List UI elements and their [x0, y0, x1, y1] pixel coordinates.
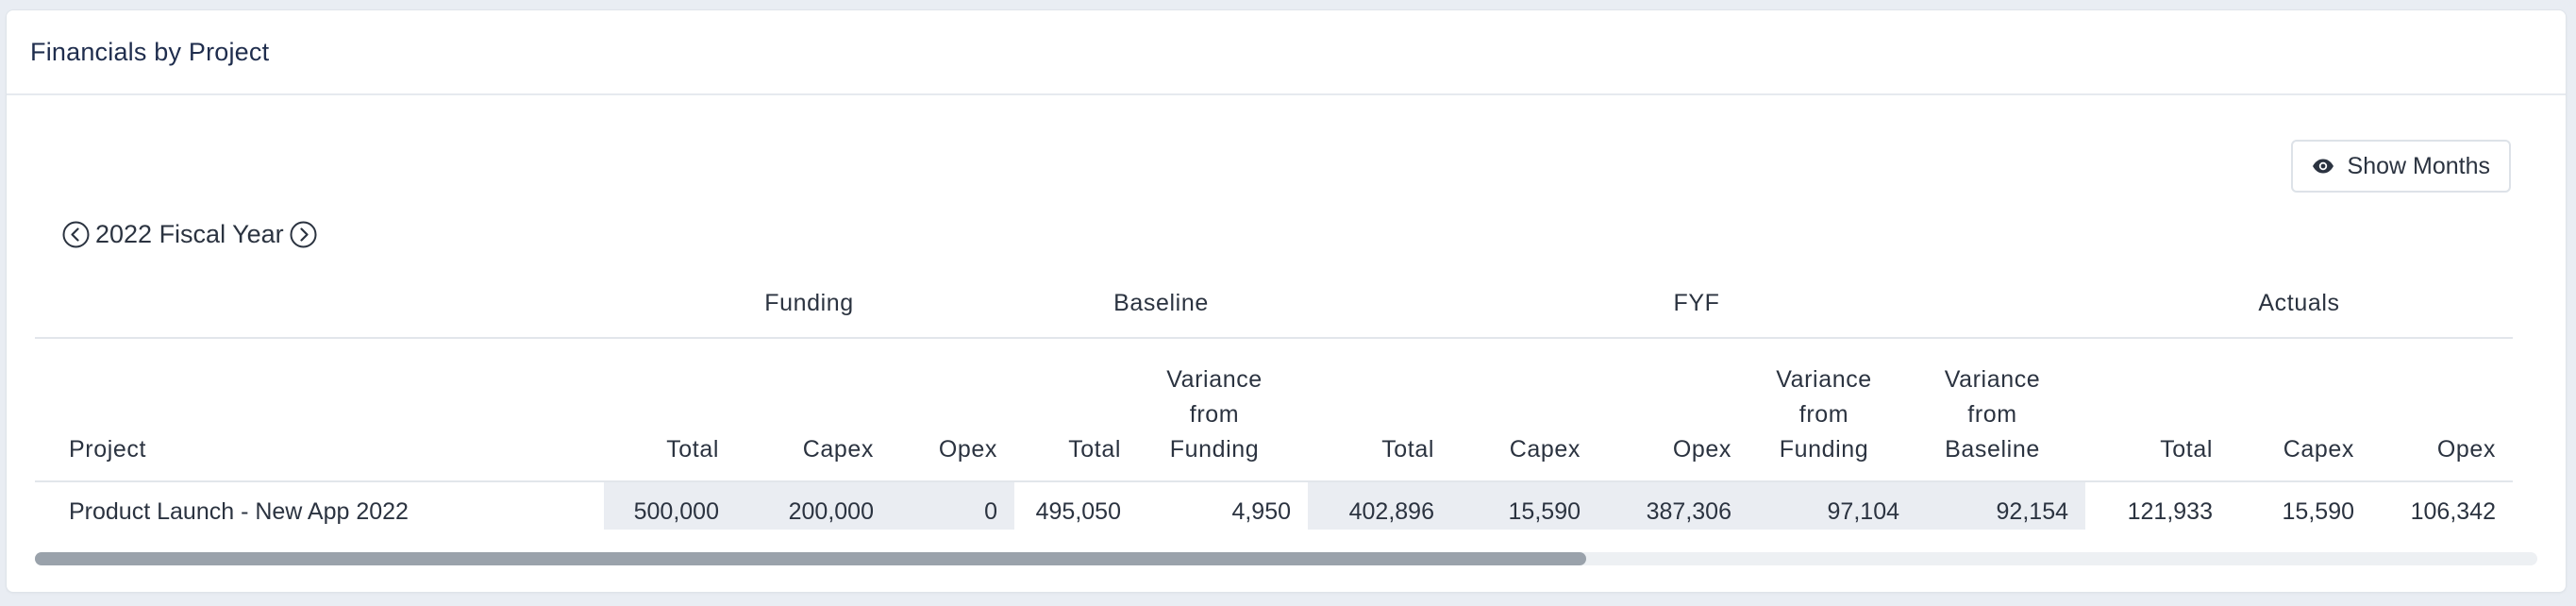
cell-fyf-variance-from-baseline: 92,154 — [1916, 481, 2085, 530]
card-header: Financials by Project — [7, 10, 2566, 95]
col-header-fyf-total[interactable]: Total — [1308, 338, 1451, 482]
cell-funding-opex: 0 — [891, 481, 1014, 530]
col-header-fyf-capex[interactable]: Capex — [1451, 338, 1597, 482]
card-title: Financials by Project — [30, 37, 270, 66]
financials-table-viewport: Funding Baseline FYF Actuals Project Tot… — [35, 269, 2537, 530]
cell-fyf-opex: 387,306 — [1597, 481, 1748, 530]
fiscal-year-nav: 2022 Fiscal Year — [62, 220, 317, 249]
horizontal-scrollbar[interactable] — [35, 552, 2537, 565]
header-text-line: Variance — [1776, 366, 1872, 393]
scrollbar-thumb[interactable] — [35, 552, 1586, 565]
header-text-line: from — [1189, 401, 1240, 428]
cell-fyf-total: 402,896 — [1308, 481, 1451, 530]
cell-actuals-total: 121,933 — [2085, 481, 2230, 530]
col-header-baseline-total[interactable]: Total — [1014, 338, 1138, 482]
group-header-baseline: Baseline — [1014, 269, 1308, 339]
header-text-line: Funding — [1169, 436, 1260, 463]
group-header-funding: Funding — [604, 269, 1014, 339]
group-header-actuals: Actuals — [2085, 269, 2513, 339]
header-text-line: Baseline — [1945, 436, 2040, 463]
show-months-button[interactable]: Show Months — [2290, 140, 2511, 193]
header-text-line: Variance — [1944, 366, 2041, 393]
col-header-fyf-variance-from-funding[interactable]: Variance from Funding — [1748, 338, 1916, 482]
col-header-actuals-capex[interactable]: Capex — [2230, 338, 2371, 482]
col-header-project[interactable]: Project — [35, 338, 604, 482]
header-text-line: Funding — [1779, 436, 1869, 463]
col-header-funding-capex[interactable]: Capex — [736, 338, 891, 482]
header-text-line: Variance — [1166, 366, 1263, 393]
cell-fyf-capex: 15,590 — [1451, 481, 1597, 530]
cell-fyf-variance-from-funding: 97,104 — [1748, 481, 1916, 530]
col-header-funding-opex[interactable]: Opex — [891, 338, 1014, 482]
col-header-actuals-opex[interactable]: Opex — [2371, 338, 2513, 482]
col-header-funding-total[interactable]: Total — [604, 338, 736, 482]
col-header-fyf-opex[interactable]: Opex — [1597, 338, 1748, 482]
table-row[interactable]: Product Launch - New App 2022 500,000 20… — [35, 481, 2513, 530]
group-header-project — [35, 269, 604, 339]
column-header-row: Project Total Capex Opex Total Variance … — [35, 338, 2513, 482]
eye-icon — [2312, 159, 2334, 174]
financials-table: Funding Baseline FYF Actuals Project Tot… — [35, 269, 2513, 530]
cell-actuals-opex: 106,342 — [2371, 481, 2513, 530]
cell-actuals-capex: 15,590 — [2230, 481, 2371, 530]
group-header-fyf: FYF — [1308, 269, 2085, 339]
show-months-label: Show Months — [2347, 152, 2490, 179]
financials-card: Financials by Project Show Months 2022 F… — [6, 9, 2567, 593]
cell-project[interactable]: Product Launch - New App 2022 — [35, 481, 604, 530]
next-year-icon[interactable] — [290, 221, 317, 248]
col-header-fyf-variance-from-baseline[interactable]: Variance from Baseline — [1916, 338, 2085, 482]
header-text-line: from — [1967, 401, 2017, 428]
header-text-line: from — [1798, 401, 1849, 428]
group-header-row: Funding Baseline FYF Actuals — [35, 269, 2513, 339]
col-header-baseline-variance-from-funding[interactable]: Variance from Funding — [1138, 338, 1308, 482]
cell-baseline-total: 495,050 — [1014, 481, 1138, 530]
prev-year-icon[interactable] — [62, 221, 90, 248]
col-header-actuals-total[interactable]: Total — [2085, 338, 2230, 482]
cell-funding-total: 500,000 — [604, 481, 736, 530]
cell-baseline-variance-from-funding: 4,950 — [1138, 481, 1308, 530]
fiscal-year-label: 2022 Fiscal Year — [95, 220, 284, 248]
cell-funding-capex: 200,000 — [736, 481, 891, 530]
